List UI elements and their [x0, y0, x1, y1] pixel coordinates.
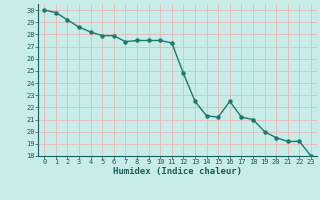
X-axis label: Humidex (Indice chaleur): Humidex (Indice chaleur) [113, 167, 242, 176]
